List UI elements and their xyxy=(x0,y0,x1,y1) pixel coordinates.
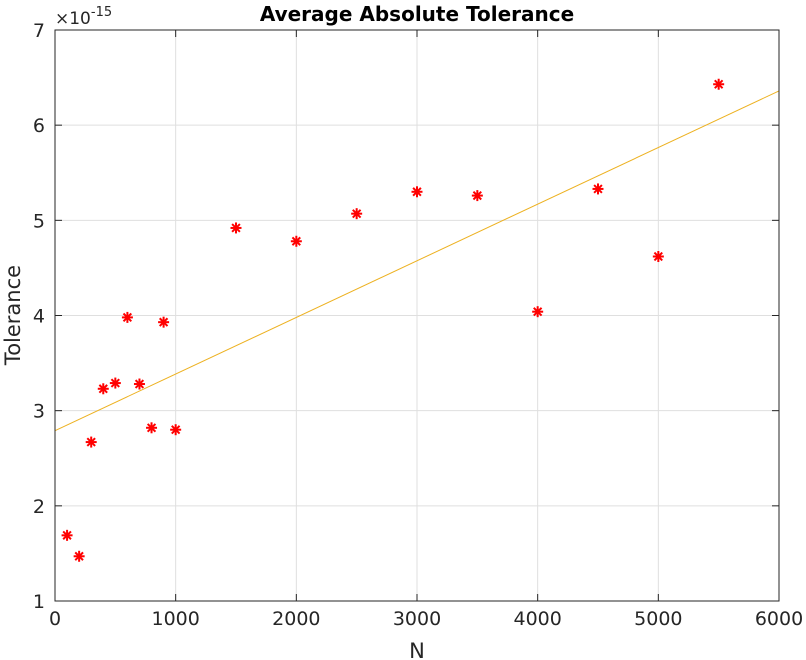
y-exponent-label: ×10-15 xyxy=(55,5,112,29)
data-point xyxy=(61,529,73,541)
x-tick-labels: 0 1000 2000 3000 4000 5000 6000 xyxy=(49,608,803,630)
chart-title: Average Absolute Tolerance xyxy=(260,2,574,26)
data-point xyxy=(713,78,725,90)
data-point xyxy=(85,436,97,448)
x-tick-label: 2000 xyxy=(272,608,320,630)
data-point xyxy=(652,250,664,262)
data-point xyxy=(170,424,182,436)
fit-line-layer xyxy=(54,90,780,432)
x-tick-label: 6000 xyxy=(755,608,803,630)
data-point xyxy=(73,550,85,562)
x-tick-label: 0 xyxy=(49,608,61,630)
y-tick-label: 5 xyxy=(33,210,45,232)
data-point xyxy=(146,422,158,434)
scatter-points xyxy=(61,78,725,562)
y-tick-label: 4 xyxy=(33,306,45,328)
y-tick-labels: 1 2 3 4 5 6 7 xyxy=(33,20,45,613)
ticks xyxy=(54,29,780,602)
data-point xyxy=(532,306,544,318)
y-tick-label: 3 xyxy=(33,401,45,423)
data-point xyxy=(411,186,423,198)
x-tick-label: 5000 xyxy=(634,608,682,630)
data-point xyxy=(121,311,133,323)
data-point xyxy=(351,208,363,220)
x-tick-label: 1000 xyxy=(151,608,199,630)
data-point xyxy=(133,378,145,390)
data-point xyxy=(230,222,242,234)
x-axis-title: N xyxy=(409,639,425,660)
y-exponent-base: ×10 xyxy=(55,9,91,29)
data-point xyxy=(290,235,302,247)
y-tick-label: 2 xyxy=(33,496,45,518)
fit-line xyxy=(54,90,780,432)
x-tick-label: 4000 xyxy=(513,608,561,630)
y-tick-label: 6 xyxy=(33,115,45,137)
data-point xyxy=(158,316,170,328)
x-tick-label: 3000 xyxy=(393,608,441,630)
y-axis-title: Tolerance xyxy=(1,265,25,366)
data-point xyxy=(97,383,109,395)
data-point xyxy=(471,190,483,202)
y-tick-label: 7 xyxy=(33,20,45,42)
data-point xyxy=(109,377,121,389)
y-exponent-power: -15 xyxy=(91,5,112,20)
y-tick-label: 1 xyxy=(33,591,45,613)
data-point xyxy=(592,183,604,195)
